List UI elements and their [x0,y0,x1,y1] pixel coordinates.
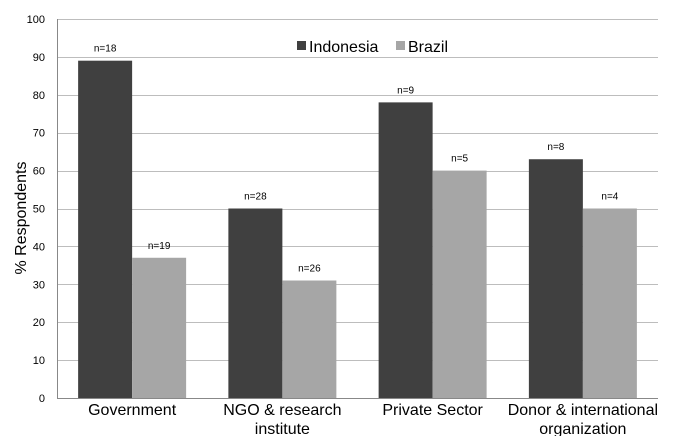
bar-data-label: n=4 [601,192,618,203]
y-tick-label: 20 [33,317,45,329]
category-label: Donor & international [508,402,658,419]
y-tick-label: 80 [33,90,45,102]
data-labels: n=18 n=19 n=28 n=26 n=9 n=5 n=8 n=4 [94,44,619,275]
x-axis-labels: Government NGO & research institute Private… [88,402,658,436]
bar-data-label: n=19 [148,241,171,252]
bar-data-label: n=26 [298,264,321,275]
y-tick-label: 90 [33,52,45,64]
bar-data-label: n=5 [451,154,468,165]
y-tick-label: 60 [33,166,45,178]
bar-data-label: n=8 [547,142,564,153]
bar-indonesia [378,102,433,398]
legend: Indonesia Brazil [297,39,448,56]
y-tick-label: 10 [33,355,45,367]
y-axis-ticks: 0 10 20 30 40 50 60 70 80 90 100 [27,14,45,405]
bar-brazil [132,257,187,398]
legend-swatch-brazil [396,41,405,50]
legend-label: Brazil [408,39,448,56]
y-tick-label: 100 [27,14,45,26]
bar-brazil [582,208,637,398]
bar-brazil [432,170,487,398]
bar-data-label: n=9 [397,85,414,96]
bar-indonesia [228,208,283,398]
bar-data-label: n=28 [244,192,267,203]
category-label: institute [255,421,310,436]
y-axis-title: % Respondents [13,162,30,275]
category-label: NGO & research [223,402,341,419]
y-tick-label: 50 [33,204,45,216]
bars [78,60,637,398]
y-tick-label: 70 [33,128,45,140]
y-tick-label: 0 [39,393,45,405]
bar-indonesia [528,159,583,398]
y-tick-label: 40 [33,241,45,253]
category-label: organization [539,421,626,436]
bar-indonesia [78,60,133,398]
bar-brazil [282,280,337,398]
category-label: Private Sector [382,402,483,419]
legend-swatch-indonesia [297,41,306,50]
bar-data-label: n=18 [94,44,117,55]
category-label: Government [88,402,177,419]
legend-label: Indonesia [309,39,378,56]
y-tick-label: 30 [33,279,45,291]
